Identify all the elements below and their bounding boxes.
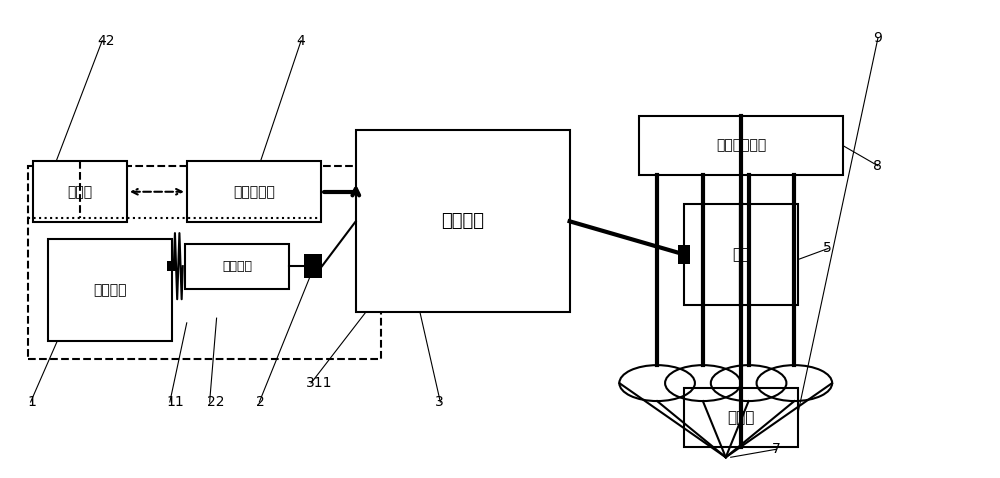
Text: 主罐: 主罐 bbox=[732, 247, 750, 262]
Bar bbox=[684, 204, 798, 305]
Text: 压力调节装置: 压力调节装置 bbox=[716, 139, 766, 152]
Text: 储液罐: 储液罐 bbox=[727, 410, 755, 425]
Text: 2: 2 bbox=[256, 395, 265, 409]
Bar bbox=[185, 244, 289, 289]
Text: 7: 7 bbox=[771, 442, 780, 456]
Text: 制动蹏板: 制动蹏板 bbox=[93, 283, 126, 297]
Text: 9: 9 bbox=[873, 31, 882, 45]
Text: 5: 5 bbox=[823, 241, 832, 255]
Text: 3: 3 bbox=[435, 395, 444, 409]
Text: 11: 11 bbox=[167, 395, 185, 409]
Bar bbox=[678, 245, 690, 264]
Bar bbox=[187, 161, 321, 222]
Text: 8: 8 bbox=[873, 159, 882, 173]
Text: 42: 42 bbox=[97, 33, 115, 48]
Bar bbox=[684, 388, 798, 447]
Text: 蹏板推杆: 蹏板推杆 bbox=[222, 260, 252, 272]
Text: 传动机构: 传动机构 bbox=[441, 212, 484, 230]
Text: 311: 311 bbox=[306, 376, 333, 390]
Bar bbox=[28, 166, 381, 359]
Bar bbox=[48, 239, 172, 341]
Text: 22: 22 bbox=[207, 395, 224, 409]
Bar bbox=[639, 116, 843, 175]
Bar bbox=[304, 254, 322, 278]
Text: 4: 4 bbox=[296, 33, 305, 48]
Text: 外置动力源: 外置动力源 bbox=[233, 185, 275, 199]
Text: 1: 1 bbox=[28, 395, 37, 409]
Bar bbox=[33, 161, 127, 222]
Bar bbox=[356, 130, 570, 312]
Bar bbox=[167, 261, 176, 272]
Text: 控制器: 控制器 bbox=[67, 185, 92, 199]
